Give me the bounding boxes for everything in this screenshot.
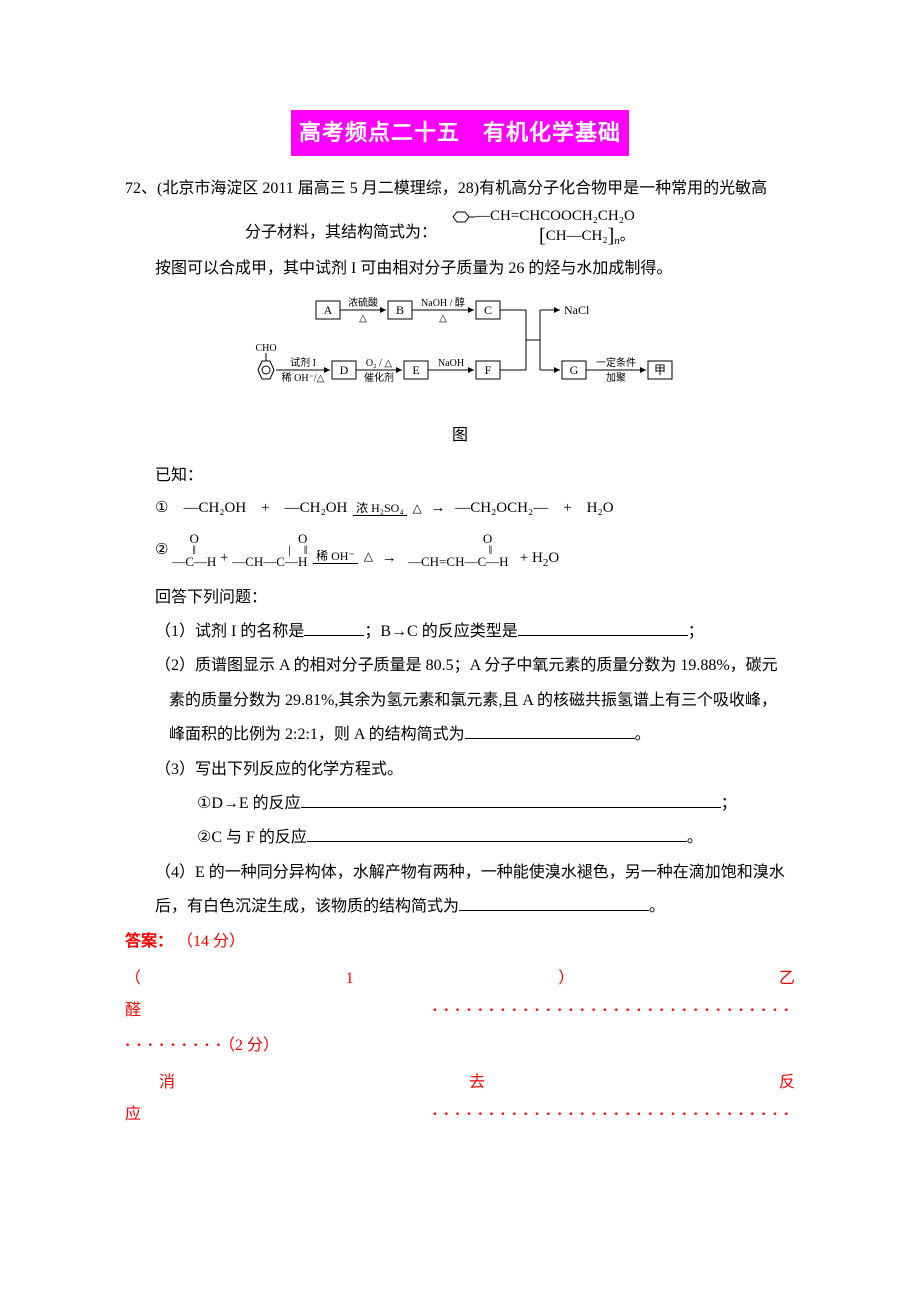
- svg-text:C: C: [484, 303, 492, 317]
- svg-text:CHO: CHO: [255, 343, 276, 354]
- ans1-num: 1: [346, 961, 354, 996]
- q1-text-b: ；B→C 的反应类型是: [364, 623, 517, 640]
- answer-score: （14 分）: [177, 933, 245, 950]
- svg-text:浓硫酸: 浓硫酸: [348, 296, 378, 309]
- known-reaction-1: ① —CH₂OH + —CH₂OH 浓 H₂SO₄ △ → —CH₂OCH₂— …: [125, 498, 795, 519]
- dots-line: ································: [141, 996, 795, 1026]
- arrow-condition-1: 浓 H₂SO₄ △: [353, 502, 425, 515]
- answer-2-line2: 应 ································: [125, 1100, 795, 1130]
- svg-text:NaOH / 醇: NaOH / 醇: [421, 296, 465, 309]
- svg-text:F: F: [485, 363, 492, 377]
- known1-right: —CH₂OCH₂— + H₂O: [455, 500, 613, 516]
- svg-text:G: G: [570, 363, 579, 377]
- flow-caption: 图: [125, 421, 795, 451]
- q4-line1: （4）E 的一种同分异构体，水解产物有两种，一种能使溴水褪色，另一种在滴加饱和溴…: [125, 858, 795, 888]
- answer-header: 答案： （14 分）: [125, 927, 795, 957]
- q3-line1: （3）写出下列反应的化学方程式。: [125, 755, 795, 785]
- svg-text:A: A: [324, 303, 333, 317]
- svg-text:甲: 甲: [654, 363, 666, 377]
- ans2-d: 应: [125, 1100, 141, 1130]
- ans1-line3-score: （2 分）: [227, 1037, 279, 1054]
- svg-text:加聚: 加聚: [606, 372, 626, 384]
- answer-prompt: 回答下列问题：: [125, 583, 795, 613]
- q2-text-c: 峰面积的比例为 2:2:1，则 A 的结构简式为: [169, 726, 465, 743]
- answer-1-line3: ·········（2 分）: [125, 1031, 795, 1061]
- q3-text-b: ①D→E 的反应: [197, 795, 301, 812]
- question-source: (北京市海淀区 2011 届高三 5 月二模理综，28): [157, 180, 479, 197]
- ans2-c: 反: [779, 1065, 795, 1100]
- q4-text-b: 后，有白色沉淀生成，该物质的结构简式为: [155, 898, 459, 915]
- q3-text-b2: ；: [721, 795, 737, 812]
- stem-line3: 按图可以合成甲，其中试剂 I 可由相对分子质量为 26 的烃与水加成制得。: [125, 254, 795, 284]
- synthesis-flow-diagram: .bx { fill:#fff; stroke:#000; stroke-wid…: [240, 295, 680, 405]
- arrow-condition-2: 稀 OH⁻ △: [313, 550, 376, 563]
- q4-line2: 后，有白色沉淀生成，该物质的结构简式为 。: [125, 892, 795, 922]
- question-stem-line1: 72、(北京市海淀区 2011 届高三 5 月二模理综，28)有机高分子化合物甲…: [125, 174, 795, 204]
- answer-2-line1: 消 去 反: [125, 1065, 795, 1100]
- svg-text:稀 OH⁻/△: 稀 OH⁻/△: [282, 371, 325, 384]
- q3-line3: ②C 与 F 的反应 。: [125, 823, 795, 853]
- answer-1-line2: 醛 ································: [125, 996, 795, 1026]
- svg-text:一定条件: 一定条件: [596, 356, 636, 369]
- bracket-left: [: [539, 225, 546, 247]
- ans2-a: 消: [159, 1065, 175, 1100]
- svg-text:△: △: [359, 313, 367, 324]
- blank: [304, 619, 364, 636]
- answer-label: 答案：: [125, 933, 173, 950]
- q1: （1）试剂 I 的名称是 ；B→C 的反应类型是 ；: [125, 617, 795, 647]
- q3-line2: ①D→E 的反应 ；: [125, 789, 795, 819]
- blank: [459, 894, 649, 911]
- ans1-line2-text: 醛: [125, 996, 141, 1026]
- question-number: 72、: [125, 180, 157, 197]
- ans2-b: 去: [469, 1065, 485, 1100]
- svg-text:O₂ / △: O₂ / △: [366, 358, 392, 369]
- blank: [301, 791, 721, 808]
- answer-1-line1: （ 1 ） 乙: [125, 961, 795, 996]
- svg-text:NaOH: NaOH: [438, 358, 464, 369]
- known2-num: ②: [155, 542, 168, 558]
- q3-text-c2: 。: [687, 829, 703, 846]
- subscript-n: n: [614, 235, 620, 247]
- svg-text:催化剂: 催化剂: [364, 371, 394, 384]
- formula-bot: CH—CH₂: [546, 228, 608, 244]
- svg-text:B: B: [396, 303, 404, 317]
- benzene-icon: [447, 210, 475, 224]
- q4-text-c: 。: [649, 898, 665, 915]
- svg-text:试剂 I: 试剂 I: [290, 356, 316, 369]
- svg-text:E: E: [412, 363, 419, 377]
- stem-text-2: 分子材料，其结构简式为：: [245, 218, 437, 248]
- q2-line3: 峰面积的比例为 2:2:1，则 A 的结构简式为 。: [125, 720, 795, 750]
- known1-left: ① —CH₂OH + —CH₂OH: [155, 500, 347, 516]
- ans1-close: ）: [558, 961, 574, 996]
- stem-text-1: 有机高分子化合物甲是一种常用的光敏高: [479, 180, 767, 197]
- known-label: 已知：: [125, 461, 795, 491]
- ans1-text: 乙: [779, 961, 795, 996]
- blank: [518, 619, 688, 636]
- svg-text:D: D: [340, 363, 349, 377]
- q2-text-d: 。: [635, 726, 651, 743]
- known-reaction-2: ② O ‖ —C—H + O | ‖ —CH—C—H 稀 OH⁻ △ → O ‖…: [125, 533, 795, 569]
- formula-top: —CH=CHCOOCH₂CH₂O: [475, 208, 635, 224]
- svg-text:△: △: [439, 313, 447, 324]
- question-stem-line2: 分子材料，其结构简式为： —CH=CHCOOCH₂CH₂O [CH—CH₂]n。: [125, 208, 795, 248]
- blank: [307, 825, 687, 842]
- q2-line2: 素的质量分数为 29.81%,其余为氢元素和氯元素,且 A 的核磁共振氢谱上有三…: [125, 686, 795, 716]
- q1-text-a: （1）试剂 I 的名称是: [155, 623, 304, 640]
- dots-line: ································: [141, 1100, 795, 1130]
- svg-text:NaCl: NaCl: [564, 303, 590, 317]
- ans1-open: （: [125, 961, 141, 996]
- q3-text-c: ②C 与 F 的反应: [197, 829, 307, 846]
- title-wrap: 高考频点二十五 有机化学基础: [125, 110, 795, 156]
- page-title: 高考频点二十五 有机化学基础: [291, 110, 629, 156]
- dots-line: ·········: [125, 1037, 227, 1054]
- page: 高考频点二十五 有机化学基础 72、(北京市海淀区 2011 届高三 5 月二模…: [0, 0, 920, 1194]
- q2-line1: （2）质谱图显示 A 的相对分子质量是 80.5；A 分子中氧元素的质量分数为 …: [125, 651, 795, 681]
- blank: [465, 722, 635, 739]
- q1-text-c: ；: [688, 623, 704, 640]
- product-structure: —CH=CHCOOCH₂CH₂O [CH—CH₂]n。: [447, 208, 635, 248]
- flow-svg: .bx { fill:#fff; stroke:#000; stroke-wid…: [240, 295, 680, 405]
